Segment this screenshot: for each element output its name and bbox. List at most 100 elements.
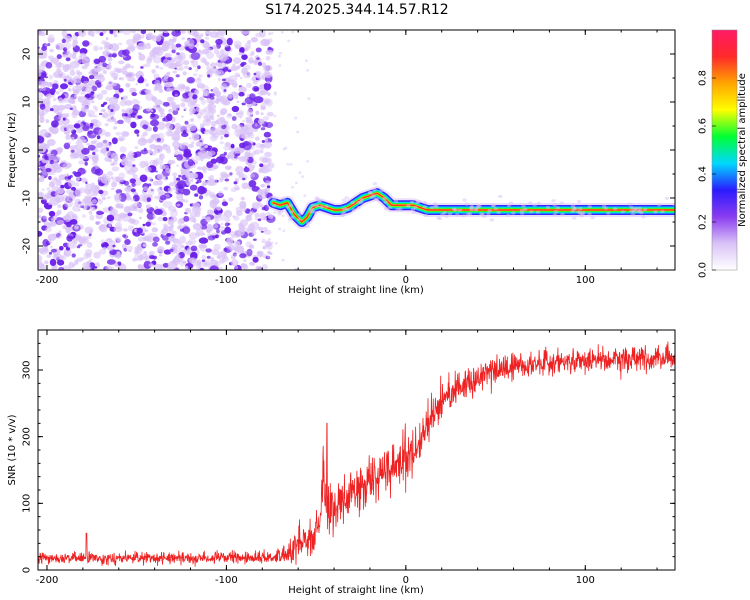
noise-speckle <box>267 243 272 246</box>
noise-speckle <box>260 105 266 110</box>
noise-speckle <box>63 142 71 150</box>
noise-speckle <box>152 242 158 247</box>
noise-speckle <box>151 151 157 156</box>
noise-speckle <box>252 85 260 92</box>
noise-speckle <box>261 264 268 270</box>
noise-speckle <box>123 228 128 232</box>
noise-speckle <box>46 187 51 191</box>
noise-speckle <box>221 124 227 130</box>
noise-speckle <box>268 38 273 43</box>
noise-speckle <box>242 264 249 270</box>
ridge-speckle <box>576 210 581 214</box>
noise-speckle <box>152 215 157 219</box>
noise-speckle <box>132 257 138 262</box>
noise-speckle <box>146 197 151 203</box>
ridge-speckle <box>372 182 378 186</box>
spectrogram-ridge <box>266 182 675 229</box>
noise-speckle <box>303 194 307 197</box>
noise-speckle <box>235 172 241 176</box>
noise-speckle <box>178 174 182 178</box>
noise-speckle <box>38 72 42 77</box>
noise-speckle <box>214 218 219 224</box>
noise-speckle <box>183 249 188 254</box>
noise-speckle <box>249 52 254 57</box>
noise-speckle <box>38 262 45 269</box>
noise-speckle <box>75 69 81 75</box>
noise-speckle <box>122 95 128 101</box>
ridge-speckle <box>415 201 420 205</box>
noise-speckle <box>230 65 238 72</box>
noise-speckle <box>108 158 112 163</box>
noise-speckle <box>175 104 181 108</box>
noise-speckle <box>188 92 194 98</box>
noise-speckle <box>245 119 251 124</box>
ridge-speckle <box>289 210 294 214</box>
noise-speckle <box>175 74 180 78</box>
noise-speckle <box>220 230 227 235</box>
noise-speckle <box>87 130 93 135</box>
noise-speckle <box>259 204 264 208</box>
noise-speckle <box>46 254 51 258</box>
noise-speckle <box>89 125 94 129</box>
noise-speckle <box>189 107 196 114</box>
noise-speckle <box>65 229 71 234</box>
noise-speckle <box>153 263 162 270</box>
ridge-speckle <box>560 212 565 216</box>
ridge-speckle <box>271 198 277 202</box>
noise-speckle <box>280 31 284 34</box>
noise-speckle <box>118 77 122 81</box>
noise-speckle <box>281 214 285 218</box>
noise-speckle <box>106 245 115 251</box>
noise-speckle <box>219 49 225 54</box>
noise-speckle <box>245 214 253 222</box>
noise-speckle <box>142 243 147 247</box>
noise-speckle <box>45 168 52 173</box>
noise-speckle <box>188 43 195 49</box>
noise-speckle <box>145 83 149 87</box>
y-tick-label: -10 <box>22 190 33 206</box>
noise-speckle <box>171 44 177 50</box>
noise-speckle <box>226 57 229 60</box>
noise-speckle <box>77 167 86 175</box>
noise-speckle <box>158 30 163 33</box>
noise-speckle <box>114 121 118 125</box>
noise-speckle <box>182 226 191 235</box>
noise-speckle <box>209 134 218 142</box>
noise-speckle <box>102 50 110 57</box>
ridge-speckle <box>444 214 449 218</box>
noise-speckle <box>190 245 198 252</box>
noise-speckle <box>125 107 133 115</box>
noise-speckle <box>220 226 225 229</box>
noise-speckle <box>98 75 105 83</box>
noise-speckle <box>54 166 63 173</box>
noise-speckle <box>198 195 204 200</box>
noise-speckle <box>54 176 58 181</box>
noise-speckle <box>216 229 220 234</box>
ridge-speckle <box>359 200 364 204</box>
ridge-speckle <box>482 214 487 219</box>
noise-speckle <box>41 247 49 253</box>
noise-speckle <box>194 89 200 95</box>
noise-speckle <box>241 54 248 60</box>
ridge-speckle <box>634 206 639 210</box>
noise-speckle <box>140 134 145 139</box>
noise-speckle <box>121 108 126 113</box>
noise-speckle <box>265 55 271 61</box>
noise-speckle <box>188 216 196 222</box>
noise-speckle <box>233 181 238 185</box>
ridge-speckle <box>520 211 525 215</box>
noise-speckle <box>105 37 109 41</box>
noise-speckle <box>200 123 205 127</box>
noise-speckle <box>52 233 56 237</box>
noise-speckle <box>259 163 264 168</box>
noise-speckle <box>162 216 168 222</box>
noise-speckle <box>166 87 172 93</box>
noise-speckle <box>265 98 273 107</box>
noise-speckle <box>181 115 184 118</box>
noise-speckle <box>237 64 242 69</box>
ridge-speckle <box>612 207 618 211</box>
noise-speckle <box>249 173 255 178</box>
noise-speckle <box>249 221 260 231</box>
noise-speckle <box>104 178 109 182</box>
noise-speckle <box>167 130 175 137</box>
